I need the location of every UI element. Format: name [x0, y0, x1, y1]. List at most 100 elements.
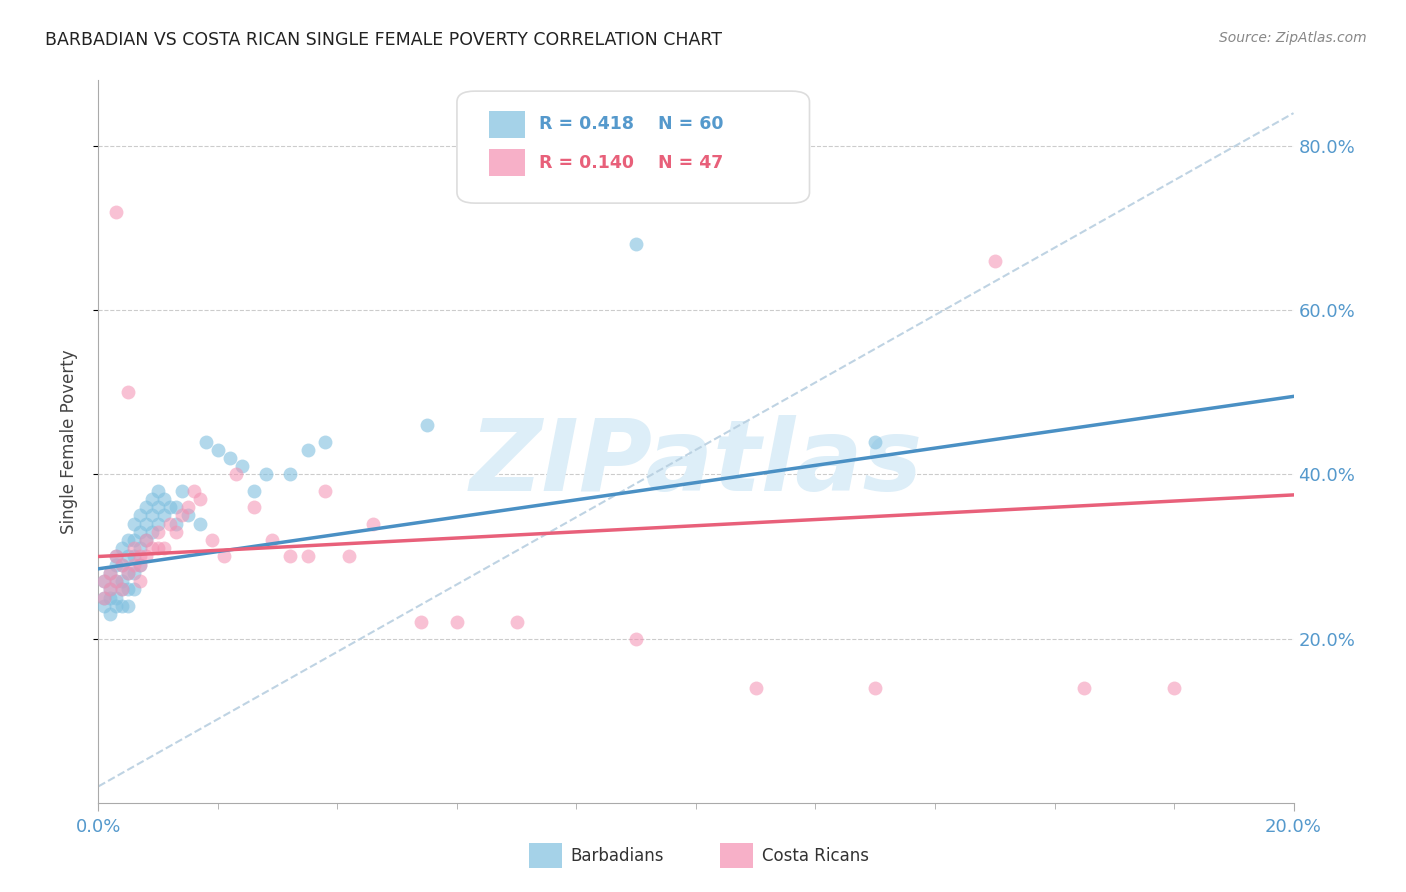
Point: [117, 385, 139, 400]
Point: [117, 582, 139, 597]
Point: [183, 483, 205, 498]
Point: [105, 549, 128, 564]
Point: [111, 574, 134, 588]
Point: [243, 500, 266, 515]
Text: BARBADIAN VS COSTA RICAN SINGLE FEMALE POVERTY CORRELATION CHART: BARBADIAN VS COSTA RICAN SINGLE FEMALE P…: [45, 31, 723, 49]
Point: [124, 541, 146, 556]
Point: [105, 574, 128, 588]
Point: [506, 615, 529, 630]
Point: [129, 558, 152, 572]
Point: [165, 500, 187, 515]
Point: [225, 467, 247, 482]
Point: [363, 516, 385, 531]
Point: [105, 549, 128, 564]
Point: [117, 566, 139, 580]
Point: [93, 591, 115, 605]
Point: [129, 524, 152, 539]
Point: [148, 516, 170, 531]
Point: [297, 442, 319, 457]
Point: [129, 574, 152, 588]
Point: [159, 516, 181, 531]
Point: [135, 549, 157, 564]
Point: [626, 632, 648, 646]
Point: [984, 253, 1007, 268]
Point: [148, 541, 170, 556]
Point: [1073, 681, 1095, 695]
Point: [105, 591, 128, 605]
Point: [111, 558, 134, 572]
Point: [135, 533, 157, 547]
Point: [339, 549, 361, 564]
Point: [195, 434, 218, 449]
Point: [315, 483, 337, 498]
Point: [201, 533, 224, 547]
Point: [111, 582, 134, 597]
Y-axis label: Single Female Poverty: Single Female Poverty: [59, 350, 77, 533]
Point: [111, 541, 134, 556]
Point: [153, 508, 176, 523]
Point: [129, 541, 152, 556]
Point: [207, 442, 229, 457]
Point: [243, 483, 266, 498]
Point: [129, 558, 152, 572]
Point: [141, 524, 163, 539]
Point: [159, 500, 181, 515]
Point: [148, 524, 170, 539]
Point: [129, 508, 152, 523]
Point: [188, 516, 211, 531]
FancyBboxPatch shape: [489, 149, 524, 177]
Point: [117, 599, 139, 613]
FancyBboxPatch shape: [529, 843, 562, 868]
Point: [117, 566, 139, 580]
Point: [124, 558, 146, 572]
Text: Barbadians: Barbadians: [571, 847, 664, 864]
Point: [135, 500, 157, 515]
Point: [260, 533, 283, 547]
Point: [98, 591, 122, 605]
Point: [141, 491, 163, 506]
Point: [278, 549, 301, 564]
Point: [626, 237, 648, 252]
Text: Source: ZipAtlas.com: Source: ZipAtlas.com: [1219, 31, 1367, 45]
Point: [124, 533, 146, 547]
Point: [93, 574, 115, 588]
Point: [98, 582, 122, 597]
Point: [153, 491, 176, 506]
Point: [105, 574, 128, 588]
Point: [98, 566, 122, 580]
Point: [165, 516, 187, 531]
Point: [865, 434, 887, 449]
Point: [172, 483, 194, 498]
Point: [98, 582, 122, 597]
Point: [93, 599, 115, 613]
Point: [135, 516, 157, 531]
Point: [124, 549, 146, 564]
Point: [117, 549, 139, 564]
Point: [315, 434, 337, 449]
Point: [411, 615, 433, 630]
Point: [177, 508, 200, 523]
Point: [446, 615, 468, 630]
Point: [141, 541, 163, 556]
Point: [212, 549, 235, 564]
Point: [93, 574, 115, 588]
Text: R = 0.418    N = 60: R = 0.418 N = 60: [540, 115, 724, 133]
Point: [231, 459, 253, 474]
Point: [124, 582, 146, 597]
Point: [129, 549, 152, 564]
Point: [865, 681, 887, 695]
Point: [165, 524, 187, 539]
Point: [1163, 681, 1185, 695]
Point: [117, 533, 139, 547]
Point: [254, 467, 277, 482]
Point: [278, 467, 301, 482]
Point: [105, 204, 128, 219]
Point: [297, 549, 319, 564]
Point: [745, 681, 768, 695]
Point: [135, 533, 157, 547]
Point: [172, 508, 194, 523]
Point: [177, 500, 200, 515]
Point: [153, 541, 176, 556]
Text: ZIPatlas: ZIPatlas: [470, 415, 922, 512]
FancyBboxPatch shape: [457, 91, 810, 203]
